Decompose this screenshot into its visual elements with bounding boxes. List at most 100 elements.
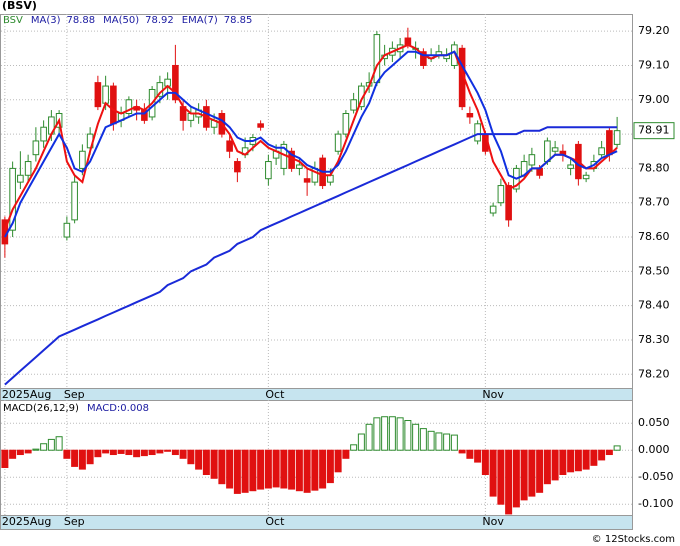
macd-bar: [396, 417, 404, 451]
macd-bar: [187, 449, 195, 465]
macd-bar: [295, 449, 303, 492]
y-tick-label: 79.20: [638, 24, 670, 37]
x-tick-label: 2025Aug: [2, 515, 51, 528]
macd-bar: [319, 449, 327, 489]
macd-bar: [171, 449, 179, 456]
macd-bar: [40, 443, 48, 451]
candle-body: [296, 164, 303, 169]
macd-bar: [148, 449, 156, 456]
candle-body: [265, 161, 272, 180]
macd-bar: [419, 428, 427, 451]
candle-body: [544, 140, 551, 163]
macd-bar: [567, 449, 575, 473]
candle-body: [342, 113, 350, 135]
macd-bar: [86, 449, 94, 465]
macd-bar: [497, 449, 505, 505]
macd-bar: [311, 449, 319, 491]
candle-body: [94, 82, 102, 108]
title: (BSV): [2, 0, 37, 12]
macd-bar: [195, 449, 203, 470]
legend-name: EMA(7): [182, 15, 218, 26]
x-tick-label: 2025Aug: [2, 388, 51, 401]
y-tick-label: 0.000: [638, 443, 670, 456]
macd-bar: [1, 449, 9, 468]
candle-body: [536, 167, 543, 176]
macd-bar: [272, 449, 280, 488]
legend-value: 78.88: [67, 15, 96, 26]
x-tick-label: Sep: [64, 388, 85, 401]
candle-body: [234, 161, 241, 173]
macd-bar: [350, 444, 358, 451]
candle-body: [466, 113, 474, 118]
candle-body: [497, 185, 505, 204]
y-tick-label: -0.100: [638, 497, 673, 510]
macd-bar: [218, 449, 226, 485]
macd-bar: [466, 449, 474, 459]
macd-bar: [9, 449, 17, 459]
macd-bar: [458, 449, 466, 454]
macd-bar: [280, 449, 288, 489]
y-tick-label: -0.050: [638, 470, 673, 483]
macd-bar: [582, 449, 590, 470]
macd-bar: [233, 449, 241, 494]
macd-bar: [164, 449, 172, 452]
macd-bar: [32, 448, 40, 451]
macd-bar: [365, 423, 373, 451]
legend-value: 78.85: [224, 15, 253, 26]
macd-bar: [551, 449, 559, 481]
price-panel: [0, 14, 633, 389]
macd-bar: [598, 449, 606, 461]
candle-body: [489, 205, 497, 214]
y-tick-label: 78.50: [638, 264, 670, 277]
macd-bar: [512, 449, 520, 508]
macd-bar: [574, 449, 582, 472]
macd-title: MACD(26,12,9): [3, 403, 79, 414]
candle-body: [303, 178, 311, 183]
macd-bar: [388, 416, 396, 451]
line-series: [3, 43, 618, 231]
macd-bar: [357, 433, 365, 451]
macd-bar: [381, 416, 389, 451]
y-tick-label: 79.00: [638, 93, 670, 106]
macd-bar: [590, 449, 598, 466]
macd-bar: [63, 449, 71, 459]
macd-bar: [102, 449, 110, 454]
macd-bar: [133, 449, 141, 458]
y-tick-label: 78.60: [638, 230, 670, 243]
macd-bar: [474, 449, 482, 463]
macd-bar: [71, 449, 79, 467]
candle-body: [474, 123, 481, 142]
candle-body: [71, 181, 78, 221]
macd-bar: [125, 449, 133, 456]
macd-bar: [412, 423, 420, 451]
x-tick-label: Sep: [64, 515, 85, 528]
candle-body: [79, 150, 86, 169]
macd-bar: [326, 449, 334, 484]
date-strip: [0, 515, 633, 530]
macd-bar: [94, 449, 102, 458]
macd-bar: [489, 449, 497, 497]
candle-body: [334, 133, 342, 152]
candle-body: [257, 123, 264, 128]
x-tick-label: Oct: [265, 388, 285, 401]
last-price-box: [633, 122, 675, 140]
candle-body: [598, 147, 605, 156]
macd-bar: [404, 420, 412, 451]
x-tick-label: Nov: [482, 515, 504, 528]
candle-body: [187, 113, 195, 121]
candle-body: [24, 161, 32, 176]
y-tick-label: 0.050: [638, 416, 670, 429]
x-tick-label: Oct: [265, 515, 285, 528]
macd-bar: [249, 449, 257, 492]
macd-bar: [55, 436, 63, 451]
credit: © 12Stocks.com: [592, 534, 675, 545]
candle-body: [125, 99, 133, 115]
candle-body: [420, 51, 427, 66]
candle-body: [613, 130, 621, 145]
macd-bar: [505, 449, 513, 515]
candle-body: [172, 64, 179, 101]
last-price-label: 78.91: [638, 124, 670, 137]
candle-body: [102, 85, 109, 104]
candle-body: [373, 34, 381, 84]
